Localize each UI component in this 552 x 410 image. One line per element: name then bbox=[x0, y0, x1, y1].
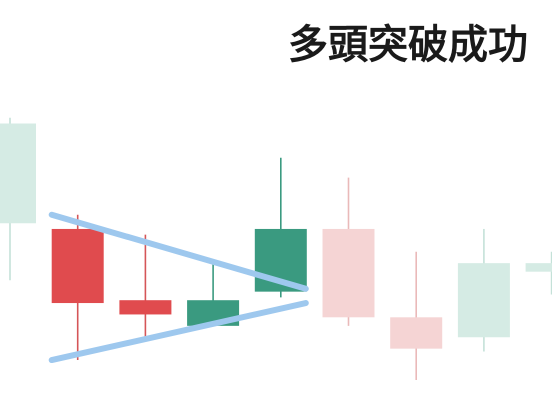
candle-body bbox=[322, 228, 375, 318]
candle bbox=[322, 177, 375, 326]
candle-body bbox=[525, 263, 552, 272]
chart-title: 多頭突破成功 bbox=[288, 22, 528, 68]
candle-body bbox=[457, 263, 510, 338]
candle-body bbox=[0, 123, 36, 224]
candle bbox=[457, 228, 510, 352]
candle bbox=[0, 117, 36, 281]
candle bbox=[119, 234, 172, 338]
candle-body bbox=[390, 317, 443, 349]
candle bbox=[525, 251, 552, 295]
candle-body bbox=[51, 228, 104, 304]
triangle-layer bbox=[48, 211, 309, 364]
candle bbox=[51, 214, 104, 361]
candle bbox=[390, 251, 443, 380]
candles-layer bbox=[0, 117, 552, 380]
candle bbox=[187, 263, 240, 326]
triangle-lower-line bbox=[48, 300, 309, 364]
candle-body bbox=[119, 300, 172, 315]
triangle-upper-line bbox=[48, 211, 309, 292]
